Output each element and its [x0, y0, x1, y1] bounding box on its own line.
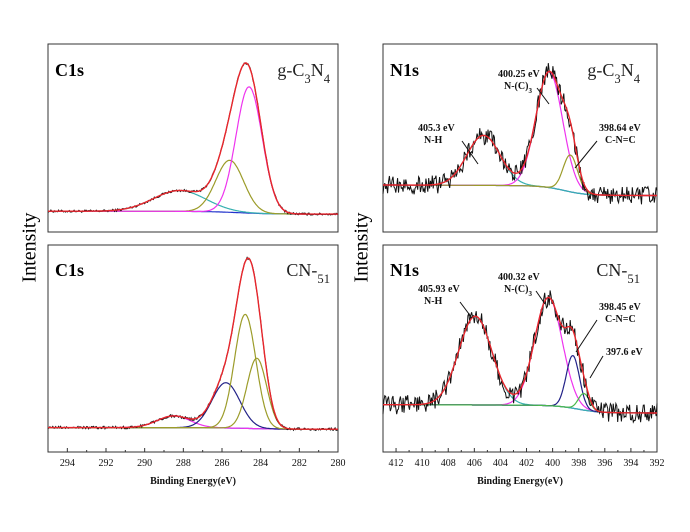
panel-title-c1s-cn51: C1s: [55, 260, 84, 280]
panel-c1s-cn51: C1s CN-51 294 292 290 288 286 284 282 280 Binding …: [47, 244, 346, 487]
annotation-value-2: 400.32 eV: [498, 272, 540, 283]
annotation-label-2: N-(C)3: [504, 81, 532, 95]
x-tick-label: 406: [467, 458, 482, 469]
annotation-pointer-3: [575, 319, 598, 353]
annotation-pointer-2: [535, 290, 546, 305]
annotation-label-1: N-H: [424, 296, 443, 307]
x-tick-label: 282: [292, 458, 307, 469]
annotation-value-1: 405.3 eV: [418, 123, 455, 134]
panel-title-n1s-gcn: N1s: [390, 60, 419, 80]
annotation-value-2: 400.25 eV: [498, 69, 540, 80]
plot-frame: [382, 244, 658, 453]
component-peak-1: [383, 315, 657, 414]
panel-c1s-gcn: C1s g-C3N4: [47, 43, 339, 233]
x-tick-label: 392: [650, 458, 665, 469]
x-axis-label: Binding Energy(eV): [477, 476, 563, 487]
x-tick-label: 292: [99, 458, 114, 469]
x-tick-label: 412: [389, 458, 404, 469]
annotation-value-1: 405.93 eV: [418, 284, 460, 295]
plot-frame: [47, 244, 339, 453]
sample-label-n1s-cn51: CN-51: [596, 260, 640, 286]
x-tick-label: 284: [253, 458, 268, 469]
y-axis-label-left: Intensity: [18, 212, 41, 283]
raw-spectrum: [382, 63, 658, 205]
envelope-fit: [48, 257, 338, 430]
annotation-label-2: N-(C)3: [504, 284, 532, 298]
x-tick-label: 398: [571, 458, 586, 469]
panel-n1s-cn51: N1s CN-51 405.93 eVN-H 400.32 eVN-(C)3 398.4…: [382, 244, 665, 487]
x-tick-label: 288: [176, 458, 191, 469]
annotation-pointer-3: [574, 140, 598, 169]
plot-frame: [382, 43, 658, 233]
x-tick-label: 286: [215, 458, 230, 469]
envelope-fit: [48, 62, 338, 215]
envelope-fit: [383, 70, 657, 197]
annotation-value-3: 398.45 eV: [599, 302, 641, 313]
annotation-label-3: C-N=C: [605, 135, 636, 146]
panel-title-c1s-gcn: C1s: [55, 60, 84, 80]
sample-label-n1s-gcn: g-C3N4: [587, 60, 640, 86]
annotation-pointer-4: [589, 355, 604, 379]
x-tick-label: 280: [331, 458, 346, 469]
raw-spectrum: [47, 62, 339, 217]
x-tick-label: 394: [623, 458, 638, 469]
x-tick-label: 396: [597, 458, 612, 469]
x-tick-label: 294: [60, 458, 75, 469]
x-tick-label: 404: [493, 458, 508, 469]
raw-spectrum: [47, 256, 339, 432]
panel-n1s-gcn: N1s g-C3N4 405.3 eVN-H 400.25 eVN-(C)3 398.6…: [382, 43, 658, 233]
annotation-value-3: 398.64 eV: [599, 123, 641, 134]
annotation-label-1: N-H: [424, 135, 443, 146]
x-tick-label: 400: [545, 458, 560, 469]
plot-frame: [47, 43, 339, 233]
annotation-pointer-1: [461, 140, 479, 165]
envelope-fit: [383, 296, 657, 414]
x-axis-label: Binding Energy(eV): [150, 476, 236, 487]
raw-spectrum: [382, 290, 658, 424]
y-axis-label-right: Intensity: [350, 212, 373, 283]
component-peak-3: [48, 86, 338, 215]
sample-label-c1s-cn51: CN-51: [286, 260, 330, 286]
annotation-value-4: 397.6 eV: [606, 347, 643, 358]
x-tick-label: 408: [441, 458, 456, 469]
x-tick-label: 290: [137, 458, 152, 469]
annotation-label-3: C-N=C: [605, 314, 636, 325]
x-tick-label: 402: [519, 458, 534, 469]
panel-title-n1s-cn51: N1s: [390, 260, 419, 280]
annotation-pointer-1: [459, 301, 473, 319]
sample-label-c1s-gcn: g-C3N4: [277, 60, 330, 86]
annotation-pointer-2: [536, 87, 550, 105]
component-peak-2: [48, 159, 338, 215]
component-peak-3: [48, 313, 338, 430]
x-tick-label: 410: [415, 458, 430, 469]
